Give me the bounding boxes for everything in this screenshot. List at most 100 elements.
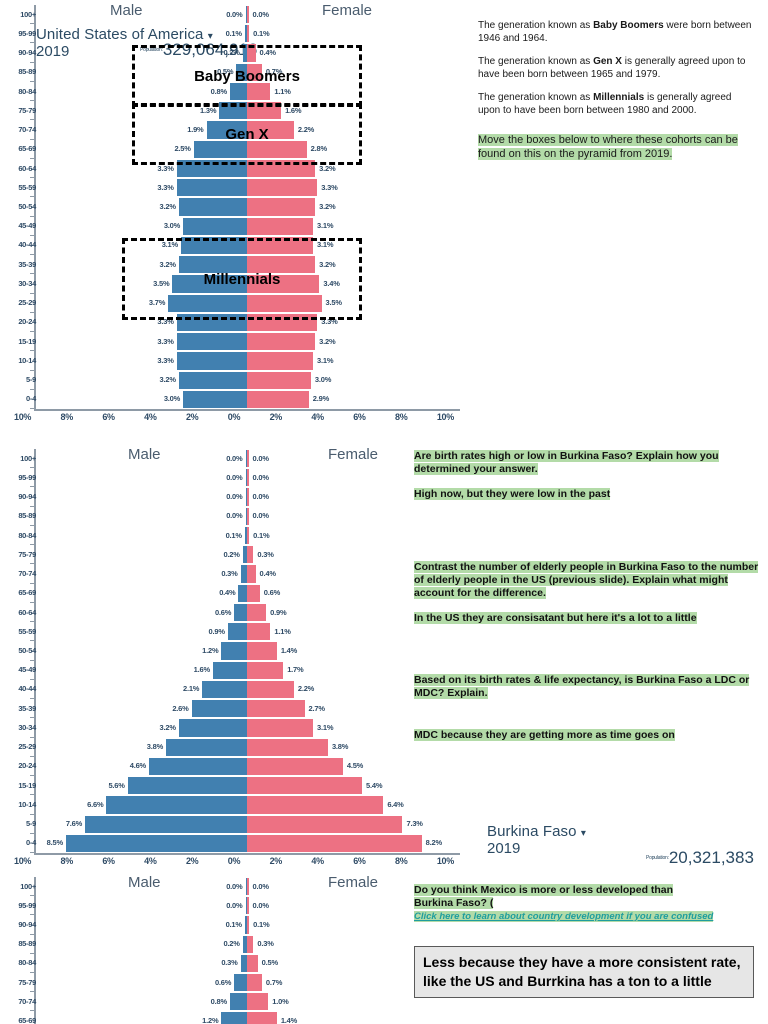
age-group-label: 95-99 xyxy=(18,28,36,38)
bar-female xyxy=(247,294,322,312)
value-label-female: 7.3% xyxy=(406,819,423,829)
value-label-female: 5.4% xyxy=(366,780,383,790)
bar-female xyxy=(247,469,249,487)
y-axis-tick xyxy=(30,350,35,352)
age-group-label: 35-39 xyxy=(18,703,36,713)
pyramid-row: 40-44 2.1% 2.2% xyxy=(0,680,470,700)
answer-birth-rates[interactable]: High now, but they were low in the past xyxy=(414,488,762,501)
cohort-box-baby-boomers[interactable]: Baby Boomers xyxy=(132,45,362,107)
pyramid-row: 40-44 3.1% 3.1% xyxy=(0,236,470,256)
country-year-label: 2019 xyxy=(36,43,70,60)
value-label-female: 2.2% xyxy=(297,125,315,135)
value-label-male: 0.9% xyxy=(208,626,226,636)
para-1-post: is generally agreed upon to have been bo… xyxy=(478,56,746,80)
para-0-pre: The generation known as xyxy=(478,20,594,31)
bar-male xyxy=(178,371,247,389)
bar-male xyxy=(183,390,247,408)
y-axis-tick xyxy=(30,563,35,565)
y-axis-tick xyxy=(30,933,35,935)
pyramid-row: 0-4 3.0% 2.9% xyxy=(0,390,470,409)
pyramid-row: 95-99 0.0% 0.0% xyxy=(0,468,470,488)
chevron-down-icon-2[interactable]: ▾ xyxy=(580,828,586,839)
age-group-label: 25-29 xyxy=(18,742,36,752)
para-2-bold: Millennials xyxy=(593,92,645,103)
bar-female xyxy=(247,719,314,737)
bar-male xyxy=(212,661,247,679)
age-group-label: 55-59 xyxy=(18,626,36,636)
value-label-male: 1.3% xyxy=(200,105,217,115)
y-axis-tick xyxy=(30,292,35,294)
value-label-male: 3.7% xyxy=(148,298,166,308)
y-axis-tick xyxy=(30,895,35,897)
para-1-pre: The generation known as xyxy=(478,56,594,67)
bar-male xyxy=(166,738,247,756)
age-group-label: 75-79 xyxy=(18,977,36,987)
value-label-female: 3.1% xyxy=(317,240,334,250)
age-group-label: 0-4 xyxy=(26,838,36,848)
value-label-female: 3.8% xyxy=(331,742,349,752)
age-group-label: 90-94 xyxy=(18,492,36,502)
cohort-box-gen-x[interactable]: Gen X xyxy=(132,103,362,165)
pyramid-row: 15-19 5.6% 5.4% xyxy=(0,776,470,796)
age-group-label: 65-69 xyxy=(18,144,36,154)
question-elderly-contrast: Contrast the number of elderly people in… xyxy=(414,561,762,600)
pyramid-row: 80-84 0.3% 0.5% xyxy=(0,954,470,973)
male-axis-label-3: Male xyxy=(128,874,161,891)
female-axis-label-3: Female xyxy=(328,874,379,891)
pyramid-row: 90-94 0.0% 0.0% xyxy=(0,487,470,507)
age-group-label: 35-39 xyxy=(18,259,36,269)
bar-male xyxy=(85,815,247,833)
country-selector-usa[interactable]: United States of America ▾ 2019 xyxy=(36,26,213,60)
bar-female xyxy=(247,546,254,564)
pyramid-row: 55-59 0.9% 1.1% xyxy=(0,622,470,642)
instruction-move-boxes: Move the boxes below to where these coho… xyxy=(478,133,756,161)
answer-box-mexico[interactable]: Less because they have a more consistent… xyxy=(414,946,754,998)
bar-female xyxy=(247,815,403,833)
x-axis-tick-label: 8% xyxy=(395,412,408,422)
y-axis-tick xyxy=(30,678,35,680)
male-axis-label-2: Male xyxy=(128,446,161,463)
value-label-female: 0.9% xyxy=(270,607,287,617)
bar-male xyxy=(206,121,247,139)
y-axis-tick xyxy=(30,23,35,25)
y-axis-tick xyxy=(30,524,35,526)
value-label-male: 0.2% xyxy=(223,48,240,58)
bar-male xyxy=(242,44,247,62)
pyramid-row: 45-49 1.6% 1.7% xyxy=(0,661,470,680)
question-ldc-mdc-text: Based on its birth rates & life expectan… xyxy=(414,674,750,699)
x-axis-tick-label: 6% xyxy=(102,412,115,422)
age-group-label: 65-69 xyxy=(18,588,36,598)
value-label-female: 0.7% xyxy=(265,67,283,77)
population-prefix-label-2: Population: xyxy=(646,855,669,861)
bar-female xyxy=(247,390,309,408)
value-label-male: 0.3% xyxy=(221,569,238,579)
value-label-female: 1.6% xyxy=(285,105,302,115)
bar-female xyxy=(247,371,311,389)
x-axis-tick-label: 10% xyxy=(14,412,32,422)
age-group-label: 60-64 xyxy=(18,163,36,173)
value-label-male: 4.6% xyxy=(129,761,147,771)
bar-male xyxy=(244,25,247,43)
y-axis-tick xyxy=(30,698,35,700)
pyramid-row: 35-39 3.2% 3.2% xyxy=(0,255,470,275)
answer-elderly-contrast[interactable]: In the US they are consisatant but here … xyxy=(414,612,762,625)
answer-ldc-mdc[interactable]: MDC because they are getting more as tim… xyxy=(414,729,762,742)
y-axis-line-2 xyxy=(34,449,36,853)
bar-female xyxy=(247,121,294,139)
value-label-female: 3.5% xyxy=(325,298,343,308)
cohort-box-millennials[interactable]: Millennials xyxy=(122,238,362,320)
value-label-female: 6.4% xyxy=(387,799,404,809)
country-development-link[interactable]: Click here to learn about country develo… xyxy=(414,911,714,922)
age-group-label: 80-84 xyxy=(18,958,36,968)
bar-female xyxy=(247,878,249,896)
chevron-down-icon[interactable]: ▾ xyxy=(207,31,213,42)
x-axis-tick-label: 8% xyxy=(395,856,408,866)
country-selector-burkina[interactable]: Burkina Faso ▾ 2019 xyxy=(487,823,586,857)
age-group-label: 5-9 xyxy=(26,819,36,829)
bar-male xyxy=(245,488,247,506)
y-axis-tick xyxy=(30,331,35,333)
age-group-label: 70-74 xyxy=(18,125,36,135)
y-axis-tick xyxy=(30,138,35,140)
y-axis-tick xyxy=(30,61,35,63)
pyramid-chart-usa: Male Female United States of America ▾ 2… xyxy=(0,0,470,425)
